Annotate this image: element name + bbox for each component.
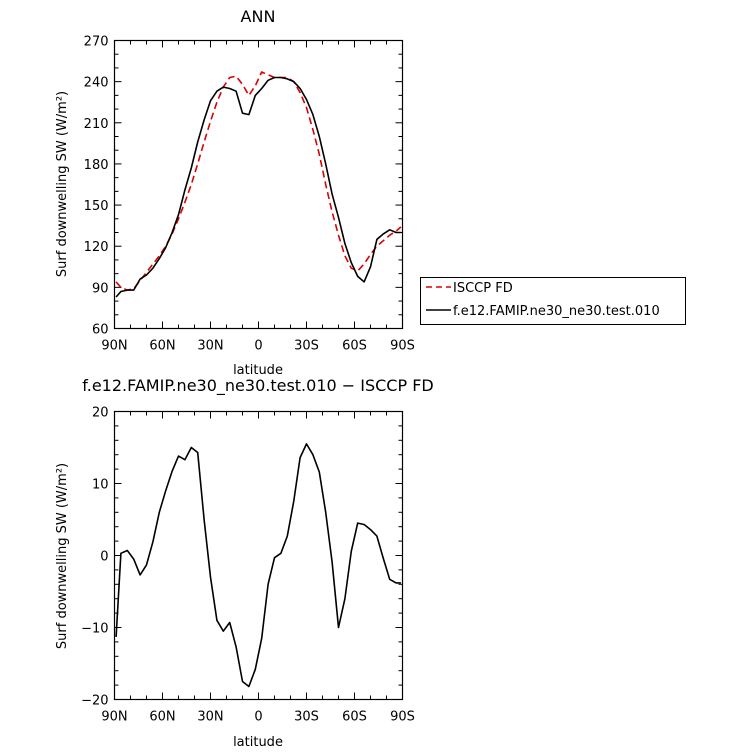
x-tick-label: 60N — [149, 339, 175, 354]
bottom-y-axis-label: Surf downwelling SW (W/m²) — [55, 463, 70, 649]
legend-label-model: f.e12.FAMIP.ne30_ne30.test.010 — [453, 304, 660, 319]
x-tick-label: 0 — [254, 710, 262, 725]
y-tick-label: 0 — [100, 550, 108, 565]
legend-label-isccp: ISCCP FD — [453, 281, 513, 296]
bottom-series-line-0 — [115, 443, 401, 688]
top-series-line-1 — [115, 76, 401, 298]
x-tick-label: 60S — [342, 339, 367, 354]
legend: ISCCP FD f.e12.FAMIP.ne30_ne30.test.010 — [420, 277, 686, 325]
top-series-line-0 — [115, 71, 402, 291]
bottom-series-layer — [115, 443, 401, 688]
y-tick-label: 120 — [84, 240, 109, 255]
bottom-x-axis-label: latitude — [233, 735, 283, 750]
x-tick-label: 30S — [294, 339, 319, 354]
x-tick-label: 60N — [149, 710, 175, 725]
top-plot-frame — [113, 39, 404, 330]
top-panel: ANN 90N 60N 30N 0 30S 60S 90S 60 90 120 150 180 210 2… — [55, 7, 415, 378]
x-tick-label: 0 — [254, 339, 262, 354]
y-tick-label: 10 — [92, 478, 109, 493]
top-series-layer — [115, 71, 402, 298]
x-tick-label: 90S — [390, 339, 415, 354]
y-tick-label: −20 — [81, 694, 108, 709]
x-tick-label: 30N — [197, 710, 223, 725]
top-panel-title: ANN — [241, 7, 276, 26]
y-tick-label: 20 — [92, 406, 109, 421]
y-tick-label: 60 — [92, 323, 109, 338]
bottom-panel-title: f.e12.FAMIP.ne30_ne30.test.010 − ISCCP F… — [82, 376, 433, 396]
y-tick-label: 210 — [84, 117, 109, 132]
top-x-axis-label: latitude — [233, 363, 283, 378]
y-tick-label: 180 — [84, 158, 109, 173]
y-tick-label: 270 — [84, 35, 109, 50]
bottom-panel: f.e12.FAMIP.ne30_ne30.test.010 − ISCCP F… — [55, 376, 434, 750]
y-tick-label: 150 — [84, 199, 109, 214]
top-axis-ticks: 90N 60N 30N 0 30S 60S 90S 60 90 120 150 180 210 240 27… — [84, 35, 415, 354]
y-tick-label: −10 — [81, 622, 108, 637]
x-tick-label: 60S — [342, 710, 367, 725]
top-y-axis-label: Surf downwelling SW (W/m²) — [55, 91, 70, 277]
bottom-axis-ticks: 90N 60N 30N 0 30S 60S 90S −20 −10 0 10 20 — [81, 406, 415, 725]
x-tick-label: 30N — [197, 339, 223, 354]
x-tick-label: 90N — [101, 339, 127, 354]
y-tick-label: 240 — [84, 76, 109, 91]
x-tick-label: 90N — [101, 710, 127, 725]
y-tick-label: 90 — [92, 281, 109, 296]
x-tick-label: 90S — [390, 710, 415, 725]
legend-box — [420, 277, 686, 325]
x-tick-label: 30S — [294, 710, 319, 725]
bottom-plot-frame — [113, 410, 404, 701]
